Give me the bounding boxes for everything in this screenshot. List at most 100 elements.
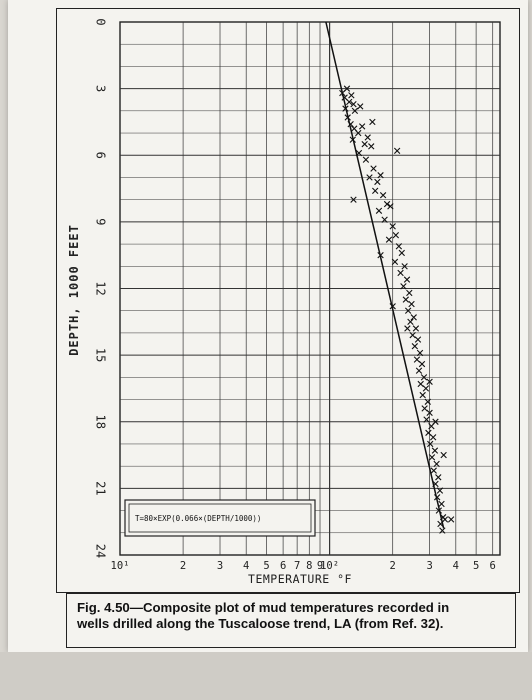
data-point-marker [395,243,403,250]
data-point-marker [355,149,363,157]
data-point-marker [393,147,401,154]
data-point-marker [346,98,353,106]
data-point-marker [374,178,381,186]
data-point-marker [439,527,446,534]
data-point-marker [383,200,391,208]
x-tick-label: 6 [490,560,496,572]
y-tick-label: 12 [94,281,108,295]
data-point-marker [432,480,439,488]
fit-equation-label: T=80×EXP(0.066×(DEPTH/1000)) [135,514,261,523]
data-point-marker [436,487,444,494]
x-tick-label: 2 [180,560,186,572]
y-axis-title: DEPTH, 1000 FEET [67,224,81,356]
data-point-marker [358,123,366,130]
data-point-marker [381,216,388,223]
data-point-marker [355,129,362,137]
data-point-marker [409,331,416,339]
data-point-marker [432,418,439,425]
data-point-marker [441,516,449,523]
data-point-marker [426,378,433,385]
data-point-marker [343,85,351,92]
equation-box-inner [128,503,312,533]
data-point-marker [418,360,426,368]
data-point-marker [413,356,421,363]
data-point-marker [348,92,355,99]
data-point-marker [415,367,423,374]
data-point-marker [400,283,407,290]
data-point-marker [435,507,443,514]
data-point-marker [435,474,442,481]
y-tick-label: 18 [94,415,108,429]
data-point-marker [377,172,384,179]
data-point-marker [420,374,428,381]
y-tick-label: 21 [94,481,108,495]
equation-box [124,499,316,537]
data-point-marker [427,440,434,448]
data-point-marker [433,494,441,501]
data-point-marker [430,467,437,474]
data-point-marker [385,236,393,243]
x-tick-label: 9 [317,560,323,572]
fit-line [325,21,445,529]
x-axis-title: TEMPERATURE °F [248,572,352,586]
y-tick-label: 0 [94,18,108,25]
data-point-marker [404,307,412,314]
x-tick-label: 10² [320,560,339,572]
x-tick-label: 6 [280,560,286,572]
data-point-marker [398,249,405,257]
data-point-marker [357,103,364,110]
data-point-marker [422,385,430,392]
data-point-marker [403,276,411,283]
x-tick-label: 7 [294,560,300,572]
data-point-marker [423,416,430,423]
data-point-marker [368,143,375,150]
data-point-marker [372,187,379,194]
data-point-marker [417,380,424,388]
x-tick-label: 5 [473,560,479,572]
data-point-marker [431,447,439,454]
data-point-marker [408,300,415,308]
data-point-marker [344,114,351,121]
data-point-marker [440,451,447,459]
data-point-marker [401,263,408,270]
data-point-marker [404,325,411,332]
x-tick-label: 3 [426,560,432,572]
data-point-marker [377,251,384,259]
data-point-marker [411,343,419,350]
data-point-marker [391,258,399,266]
data-point-marker [424,398,431,405]
data-point-marker [406,289,413,297]
data-point-marker [349,136,356,143]
data-point-marker [410,314,417,321]
data-point-marker [414,336,422,343]
data-point-marker [387,203,394,210]
data-point-marker [389,303,396,310]
data-point-marker [447,516,455,523]
data-point-marker [402,296,410,303]
data-point-marker [412,325,420,332]
data-point-marker [389,223,396,230]
data-point-marker [351,107,359,115]
data-point-marker [392,232,400,239]
data-point-marker [416,349,424,357]
y-tick-label: 6 [94,152,108,159]
data-point-marker [364,134,371,141]
x-tick-label: 4 [453,560,459,572]
plot-frame [56,8,520,593]
y-tick-label: 3 [94,85,108,92]
x-tick-label: 8 [306,560,312,572]
x-tick-label: 5 [263,560,269,572]
y-tick-label: 9 [94,218,108,225]
data-point-marker [366,174,373,181]
x-tick-label: 3 [217,560,223,572]
caption-box: Fig. 4.50—Composite plot of mud temperat… [66,593,516,648]
figure-page [8,0,528,652]
data-point-marker [379,192,387,199]
data-point-marker [426,409,433,417]
background-surface [0,652,532,700]
data-point-marker [375,207,383,214]
figure-caption: Fig. 4.50—Composite plot of mud temperat… [77,600,450,631]
data-point-marker [407,318,414,326]
data-point-marker [350,196,357,203]
